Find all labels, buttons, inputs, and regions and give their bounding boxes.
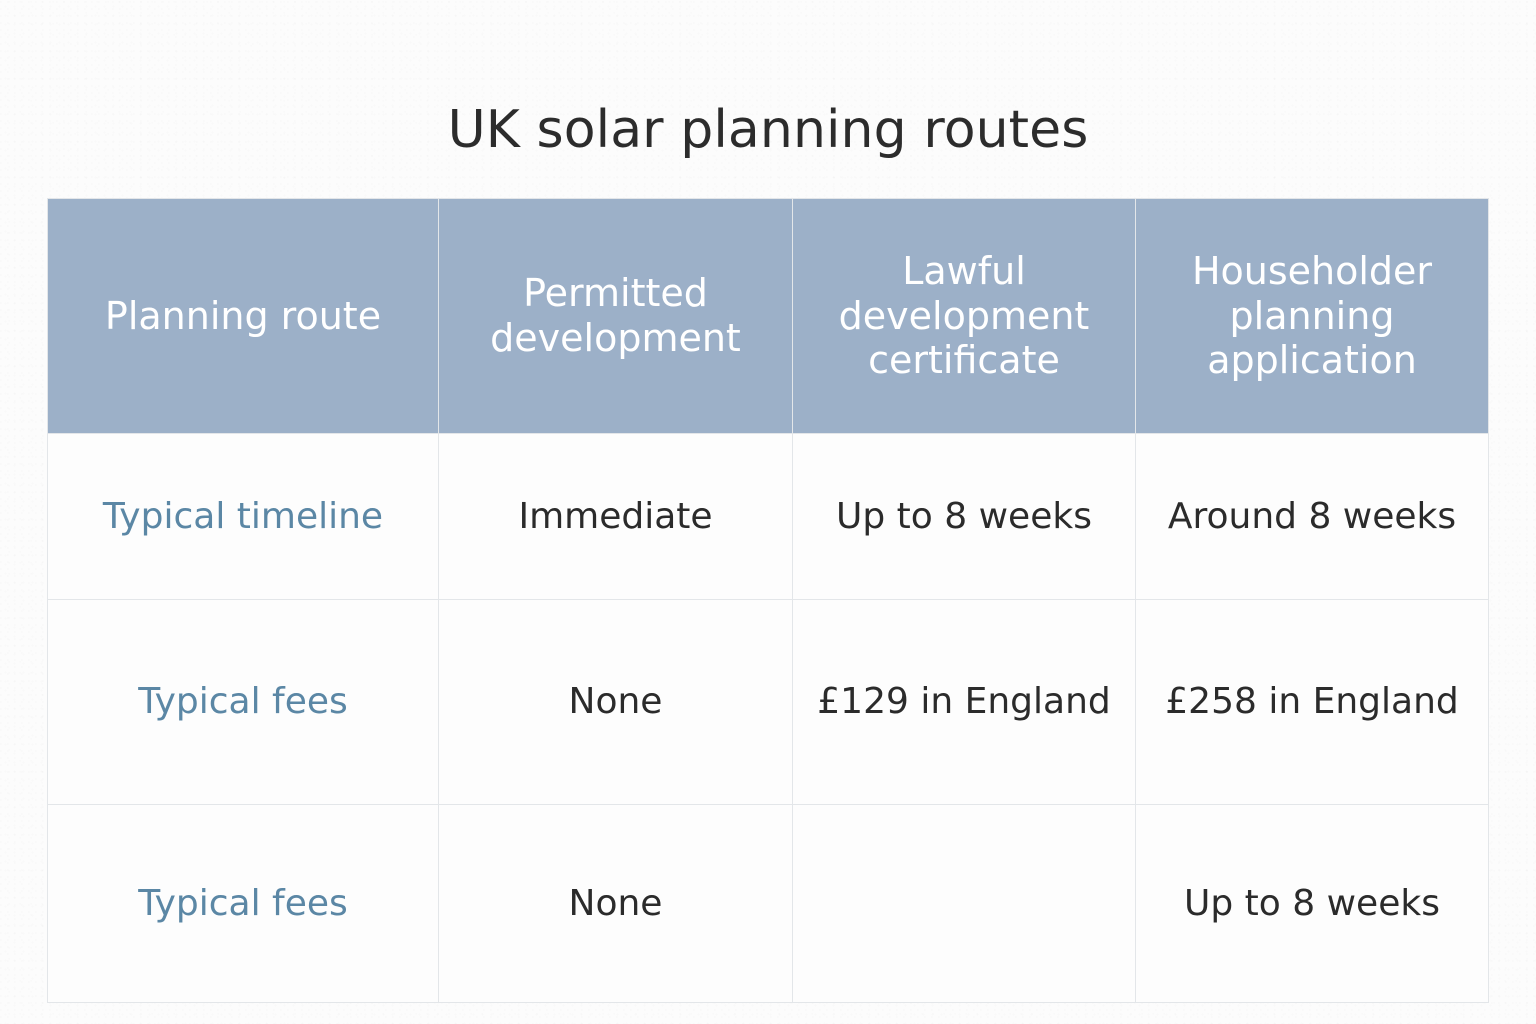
table-row: Typical timeline Immediate Up to 8 weeks… xyxy=(47,433,1489,600)
cell-fees2-householder-planning-application: Up to 8 weeks xyxy=(1135,804,1489,1003)
table-row: Typical fees None Up to 8 weeks xyxy=(47,804,1489,1003)
cell-fees2-lawful-development-certificate xyxy=(792,804,1136,1003)
planning-routes-table: Planning route Permitted development Law… xyxy=(47,198,1489,1003)
column-header-permitted-development: Permitted development xyxy=(438,198,793,434)
cell-fees-permitted-development: None xyxy=(438,599,793,805)
header-row: Planning route Permitted development Law… xyxy=(47,198,1489,434)
table-header: Planning route Permitted development Law… xyxy=(47,198,1489,434)
column-header-householder-planning-application: Householder planning application xyxy=(1135,198,1489,434)
cell-fees-lawful-development-certificate: £129 in England xyxy=(792,599,1136,805)
cell-timeline-permitted-development: Immediate xyxy=(438,433,793,600)
cell-timeline-householder-planning-application: Around 8 weeks xyxy=(1135,433,1489,600)
cell-timeline-lawful-development-certificate: Up to 8 weeks xyxy=(792,433,1136,600)
table-body: Typical timeline Immediate Up to 8 weeks… xyxy=(47,433,1489,1003)
row-label-typical-fees-1: Typical fees xyxy=(47,599,439,805)
row-label-typical-timeline: Typical timeline xyxy=(47,433,439,600)
page-title: UK solar planning routes xyxy=(447,99,1089,160)
column-header-planning-route: Planning route xyxy=(47,198,439,434)
cell-fees2-permitted-development: None xyxy=(438,804,793,1003)
row-label-typical-fees-2: Typical fees xyxy=(47,804,439,1003)
table-row: Typical fees None £129 in England £258 i… xyxy=(47,599,1489,805)
cell-fees-householder-planning-application: £258 in England xyxy=(1135,599,1489,805)
column-header-lawful-development-certificate: Lawful development certificate xyxy=(792,198,1136,434)
